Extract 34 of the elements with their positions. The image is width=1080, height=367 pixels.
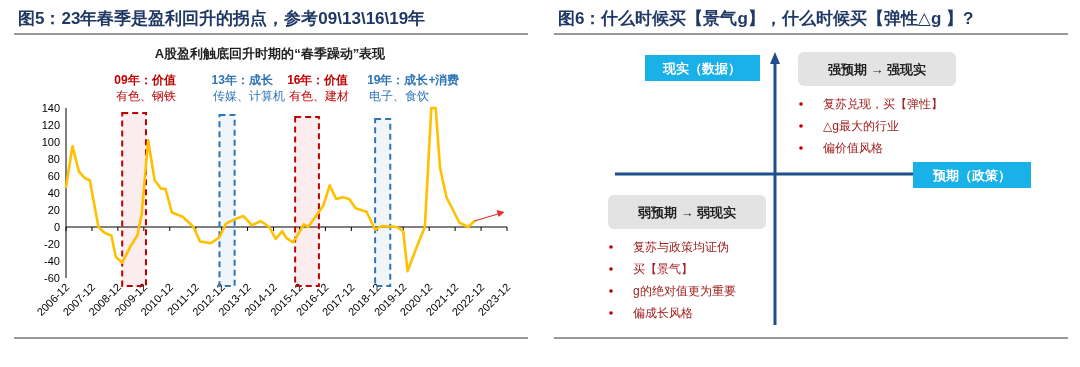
text: 有色、建材 [289,90,350,102]
y-tick-label: -20 [44,238,60,250]
text: 买【景气】 [633,262,693,276]
text: 偏成长风格 [633,306,693,320]
text: △g最大的行业 [823,119,899,133]
text: g的绝对值更为重要 [633,284,736,298]
band-label: 13年：成长 [211,73,274,87]
chart-title: 图5：23年春季是盈利回升的拐点，参考09\13\16\19年 [18,9,426,28]
y-tick-label: 60 [47,170,60,182]
y-tick-label: 140 [41,102,60,114]
y-tick-label: -40 [44,255,60,267]
band-label: 16年：价值 [287,73,349,87]
text: 图6：什么时候买【景气g】，什么时候买【弹性△g 】? [558,9,974,28]
y-tick-label: 40 [47,187,60,199]
text: 传媒、计算机 [213,90,286,102]
text: 有色、钢铁 [116,90,177,102]
text: 复苏与政策均证伪 [633,240,729,254]
text: 弱预期 → 弱现实 [636,205,737,220]
y-tick-label: 120 [41,119,60,131]
y-tick-label: 20 [47,204,60,216]
text: 复苏兑现，买【弹性】 [823,97,943,111]
chart-subtitle: A股盈利触底回升时期的“春季躁动”表现 [154,46,387,61]
line-series [64,106,476,273]
text: 电子、食饮 [369,90,430,102]
band-label: 19年：成长+消费 [367,73,460,87]
band-label: 09年：价值 [114,73,176,87]
y-tick-label: 0 [53,221,60,233]
y-tick-label: -60 [44,272,60,284]
text: 预期（政策） [932,168,1011,183]
text: 偏价值风格 [823,141,883,155]
y-tick-label: 100 [41,136,60,148]
y-tick-label: 80 [47,153,60,165]
text: 强预期 → 强现实 [827,62,927,77]
text: 现实（数据） [662,61,741,76]
